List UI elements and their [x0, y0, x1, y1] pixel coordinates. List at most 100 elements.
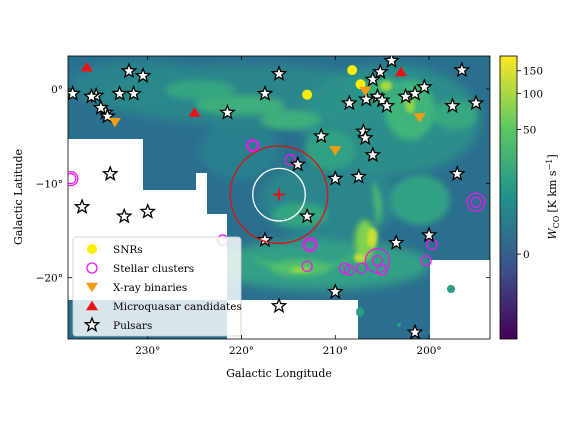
pulsars-point: [448, 165, 466, 182]
legend-label-stellar-clusters: Stellar clusters: [113, 263, 194, 275]
colorbar-tick-label: 100: [523, 88, 543, 100]
pulsars-point: [68, 84, 82, 101]
stellar-clusters-point: [343, 264, 355, 276]
pulsars-point: [364, 146, 382, 163]
pulsars-point: [453, 61, 471, 78]
y-axis-label: Galactic Latitude: [12, 149, 25, 245]
snrs-point: [302, 89, 313, 100]
legend-box: [72, 236, 242, 337]
pulsars-point: [356, 129, 374, 146]
pulsars-point: [101, 165, 119, 182]
colorbar-tick-label: 50: [523, 125, 536, 137]
pulsars-point: [340, 94, 358, 111]
annotation-circle: [229, 145, 329, 245]
pulsars-point: [219, 103, 236, 120]
pulsars-point: [387, 233, 405, 250]
pulsars-point: [99, 107, 116, 124]
pulsars-point: [115, 207, 133, 224]
legend-label-pulsars: Pulsars: [113, 320, 152, 332]
pulsars-point: [467, 94, 485, 111]
x-tick-label: 210°: [323, 345, 348, 357]
pulsars-point: [83, 87, 100, 104]
pulsars-point: [256, 84, 274, 101]
stellar-clusters-point: [371, 255, 384, 267]
stellar-cluster-extent: [246, 138, 260, 153]
legend: SNRs Stellar clusters X-ray binaries Microq…: [72, 236, 242, 337]
region-annotations: [229, 145, 329, 245]
pulsars-point: [326, 169, 344, 186]
microquasar-candidates-point: [188, 107, 201, 117]
legend-marker-x-ray-binaries: [86, 282, 98, 293]
colorbar-bar: [499, 55, 518, 340]
blank-region-south: [227, 300, 358, 339]
legend-marker-microquasar-candidates: [86, 300, 98, 311]
pulsars-point: [371, 63, 389, 80]
colorbar-label-sub: CO: [552, 215, 561, 228]
pulsars-point: [415, 78, 433, 95]
pulsars-point: [383, 56, 400, 68]
snrs-point: [347, 65, 358, 76]
x-tick-label: 230°: [135, 345, 160, 357]
stellar-cluster-extent: [68, 170, 79, 187]
colorbar-tick-label: 0: [523, 249, 530, 261]
colorbar-tick-label: 150: [523, 66, 543, 78]
pulsars-point: [420, 226, 438, 243]
legend-marker-stellar-clusters: [86, 262, 98, 274]
stellar-clusters-point: [355, 262, 368, 274]
pulsars-point: [406, 323, 424, 339]
colorbar-label-close: ]: [546, 154, 559, 158]
x-ray-binaries-point: [413, 113, 426, 123]
pulsars-point: [350, 167, 368, 184]
x-tick-label: 220°: [229, 345, 254, 357]
x-ray-binaries-point: [329, 146, 342, 156]
colorbar-label-main: W: [546, 227, 559, 240]
legend-label-snrs: SNRs: [113, 244, 143, 256]
legend-marker-pulsars: [83, 316, 101, 333]
stellar-clusters-point: [284, 154, 296, 166]
stellar-clusters-point: [470, 196, 482, 208]
pulsars-point: [397, 87, 414, 104]
pulsars-point: [125, 84, 143, 101]
stellar-clusters-point: [68, 172, 77, 185]
pulsars-point: [312, 127, 330, 144]
stellar-clusters-point: [247, 139, 259, 152]
annotation-plus: [273, 188, 285, 201]
pulsars-point: [111, 84, 128, 101]
colorbar-ticks: 150 100 50 0: [517, 66, 543, 261]
plot-frame: [67, 55, 491, 340]
pulsars-point: [289, 155, 307, 172]
pulsars-point: [120, 62, 138, 79]
annotation-circle: [252, 167, 306, 222]
x-ray-binaries-point: [359, 86, 372, 97]
heatmap-diffuse-layer: [70, 60, 480, 290]
pulsars-point: [326, 283, 344, 299]
stellar-cluster-extent: [302, 237, 318, 253]
pulsars-point: [134, 67, 152, 83]
pulsars-point: [256, 231, 274, 248]
stellar-clusters-point: [420, 255, 432, 267]
y-tick-label: −20°: [36, 273, 63, 285]
pulsars-point: [270, 65, 288, 82]
pulsars-point: [73, 198, 91, 215]
pulsars-point: [139, 202, 157, 219]
colorbar-label-exp: −1: [545, 159, 554, 171]
legend-label-x-ray-binaries: X-ray binaries: [113, 282, 187, 294]
axis-tick-labels: 230° 220° 210° 200° 0° −10° −20°: [36, 84, 442, 357]
source-markers: [68, 56, 486, 339]
pulsars-point: [444, 97, 461, 114]
colorbar: 150 100 50 0 WCO [K km s−1]: [499, 55, 561, 340]
stellar-clusters-point: [301, 260, 313, 273]
y-tick-label: −10°: [36, 178, 63, 190]
colorbar-label: WCO [K km s−1]: [545, 154, 561, 239]
x-ray-binaries-point: [108, 117, 121, 128]
pulsars-point: [298, 207, 316, 224]
stellar-cluster-extent: [364, 248, 391, 274]
stellar-cluster-extent: [466, 192, 486, 212]
blank-region-southeast: [430, 260, 490, 339]
stellar-clusters-point: [376, 264, 388, 276]
pulsars-point: [378, 97, 396, 114]
microquasar-candidates-point: [394, 66, 407, 77]
stellar-clusters-point: [304, 239, 316, 251]
legend-label-microquasar-candidates: Microquasar candidates: [113, 301, 242, 313]
